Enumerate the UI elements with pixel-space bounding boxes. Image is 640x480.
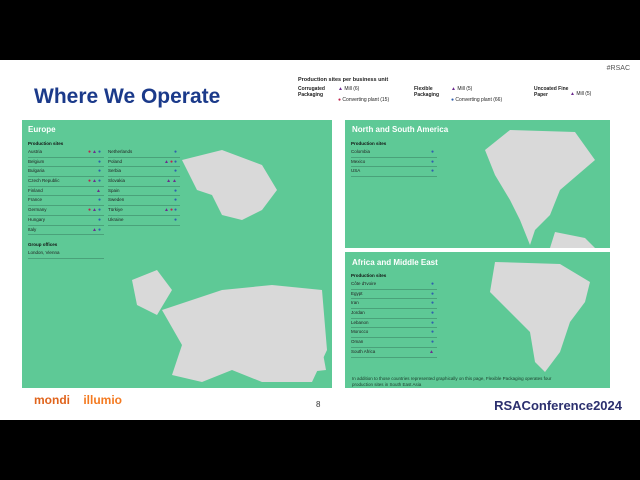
list-item: Colombia ●	[351, 148, 437, 158]
list-item: Morocco ●	[351, 328, 437, 339]
europe-map	[132, 150, 327, 382]
list-item: Iran ●	[351, 299, 437, 310]
footer-logos: mondi illumio	[34, 393, 122, 407]
list-item: Netherlands ●	[108, 148, 180, 158]
list-item: Italy ▲●	[28, 226, 104, 236]
legend-group-flexible: Flexible Packaging	[414, 86, 440, 98]
africa-note: In addition to those countries represent…	[352, 376, 552, 387]
list-item: Slovakia ▲▲	[108, 177, 180, 187]
south-america-shape	[550, 232, 595, 248]
turkiye-shape	[272, 345, 326, 375]
americas-panel: North and South America Production sites…	[345, 120, 610, 248]
americas-sites: Production sites Colombia ● Mexico ● USA ●	[351, 140, 437, 178]
uk-shape	[132, 270, 172, 315]
list-item: Finland ▲	[28, 187, 104, 197]
list-item: Spain ●	[108, 187, 180, 197]
list-item: Poland ▲●●	[108, 158, 180, 168]
europe-sites-col2: Netherlands ● Poland ▲●● Serbia ● Slovakia ▲…	[108, 148, 180, 226]
hashtag: #RSAC	[606, 65, 630, 72]
list-item: London, Vienna	[28, 249, 104, 259]
list-item: South Africa ▲	[351, 348, 437, 358]
legend-item: ▲ Mill (5)	[570, 91, 592, 97]
dot-icon: ●	[451, 97, 455, 103]
list-item: Ukraine ●	[108, 216, 180, 226]
europe-title: Europe	[28, 125, 56, 134]
triangle-icon: ▲	[570, 91, 575, 97]
mondi-logo: mondi	[34, 393, 70, 407]
list-item: Côte d'Ivoire ●	[351, 280, 437, 290]
list-item: France ●	[28, 196, 104, 207]
slide-title: Where We Operate	[34, 85, 221, 108]
list-item: Germany ●▲●	[28, 206, 104, 216]
legend-item: ● Converting plant (15)	[338, 97, 390, 103]
dot-icon: ●	[338, 97, 342, 103]
slide: Where We Operate #RSAC Production sites …	[0, 60, 640, 420]
triangle-icon: ▲	[338, 86, 343, 92]
list-item: USA ●	[351, 167, 437, 178]
scandinavia-shape	[182, 150, 277, 220]
list-item: Mexico ●	[351, 158, 437, 168]
americas-map	[485, 130, 595, 248]
europe-sites-col1: Production sites Austria ●▲● Belgium ● Bul…	[28, 140, 104, 259]
rsa-conference-logo: RSAConference2024	[494, 398, 622, 413]
list-item: Hungary ●	[28, 216, 104, 226]
africa-sites: Production sites Côte d'Ivoire ● Egypt ● I…	[351, 272, 437, 358]
list-item: Belgium ●	[28, 158, 104, 168]
page-number: 8	[316, 400, 321, 409]
africa-shape	[490, 262, 590, 372]
legend-item: ▲ Mill (5)	[451, 86, 473, 92]
legend-group-uncoated: Uncoated Fine Paper	[534, 86, 569, 98]
list-item: Sweden ●	[108, 196, 180, 207]
africa-title: Africa and Middle East	[352, 258, 438, 267]
list-item: Türkiye ▲●●	[108, 206, 180, 216]
list-item: Serbia ●	[108, 167, 180, 178]
africa-panel: Africa and Middle East Production sites …	[345, 252, 610, 388]
list-item: Austria ●▲●	[28, 148, 104, 158]
legend-item: ▲ Mill (6)	[338, 86, 360, 92]
americas-title: North and South America	[352, 125, 449, 134]
legend-heading: Production sites per business unit	[298, 77, 389, 83]
triangle-icon: ▲	[451, 86, 456, 92]
list-item: Lebanon ●	[351, 319, 437, 329]
list-item: Czech Republic ●▲●	[28, 177, 104, 187]
list-item: Bulgaria ●	[28, 167, 104, 178]
legend-item: ● Converting plant (66)	[451, 97, 503, 103]
north-america-shape	[485, 130, 595, 245]
legend-group-corrugated: Corrugated Packaging	[298, 86, 325, 98]
europe-panel: Europe Production sites Austria ●▲● Belgi…	[22, 120, 332, 388]
list-item: Egypt ●	[351, 290, 437, 300]
legend: Production sites per business unit Corru…	[298, 77, 632, 117]
illumio-logo: illumio	[83, 393, 123, 407]
list-item: Jordan ●	[351, 309, 437, 319]
list-item: Oman ●	[351, 338, 437, 348]
africa-map	[490, 262, 590, 372]
